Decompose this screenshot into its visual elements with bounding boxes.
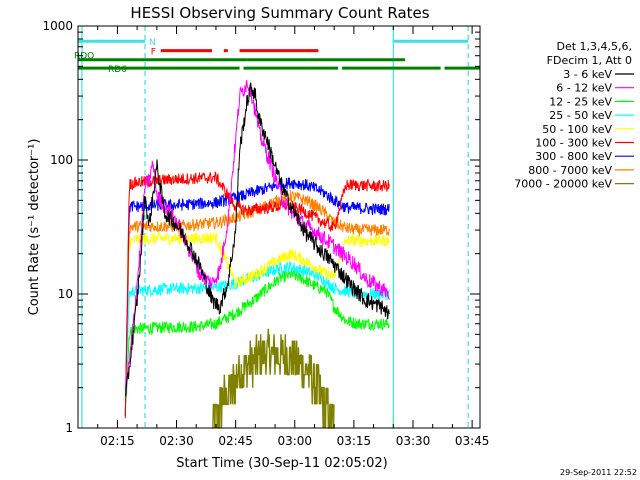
flag-label-f: F [151,48,156,58]
y-tick-label-1000: 1000 [42,19,73,33]
legend-label-50-100-kev: 50 - 100 keV [542,123,612,136]
legend-header-line-1: Det 1,3,4,5,6, [556,40,632,53]
flag-label-rdo: RDO [74,52,94,62]
flag-label-rd6: RD6 [108,65,127,75]
series-line-100-300-kev [124,171,390,419]
y-axis-label: Count Rate (s⁻¹ detector⁻¹) [27,139,42,316]
flag-bars: NF RDO RD6 [74,38,480,75]
x-tick-label-03-30: 03:30 [396,434,431,448]
series-line-7000-20000-kev [212,328,335,429]
legend-label-3-6-kev: 3 - 6 keV [563,68,612,81]
y-tick-label-10: 10 [58,287,73,301]
timestamp: 29-Sep-2011 22:52 [560,468,637,477]
plot-frame [77,25,481,429]
x-tick-label-03-45: 03:45 [455,434,490,448]
x-tick-label-03-00: 03:00 [277,434,312,448]
x-tick-label-02-15: 02:15 [100,434,135,448]
x-tick-label-03-15: 03:15 [337,434,372,448]
y-tick-label-100: 100 [50,153,73,167]
axes: 02:15 02:30 02:45 03:00 03:15 03:30 03:45 1 10 10… [42,19,489,448]
legend-label-6-12-kev: 6 - 12 keV [556,82,612,95]
y-tick-label-1: 1 [65,421,73,435]
legend-header-line-2: FDecim 1, Att 0 [547,54,632,67]
x-tick-label-02-45: 02:45 [218,434,253,448]
legend-label-100-300-kev: 100 - 300 keV [535,137,612,150]
series-line-3-6-kev [124,82,390,397]
legend-label-800-7000-kev: 800 - 7000 keV [528,164,612,177]
chart-title: HESSI Observing Summary Count Rates [130,4,429,22]
legend-label-25-50-kev: 25 - 50 keV [549,109,612,122]
x-tick-label-02-30: 02:30 [159,434,194,448]
series-lines [124,80,390,429]
legend-label-12-25-kev: 12 - 25 keV [549,95,612,108]
legend-label-300-800-kev: 300 - 800 keV [535,150,612,163]
flag-label-n: N [149,38,156,48]
series-line-50-100-kev [124,230,390,415]
legend-label-7000-20000-kev: 7000 - 20000 keV [514,178,612,191]
x-axis-label: Start Time (30-Sep-11 02:05:02) [176,456,387,471]
series-line-12-25-kev [124,269,390,409]
series-line-6-12-kev [124,80,390,390]
